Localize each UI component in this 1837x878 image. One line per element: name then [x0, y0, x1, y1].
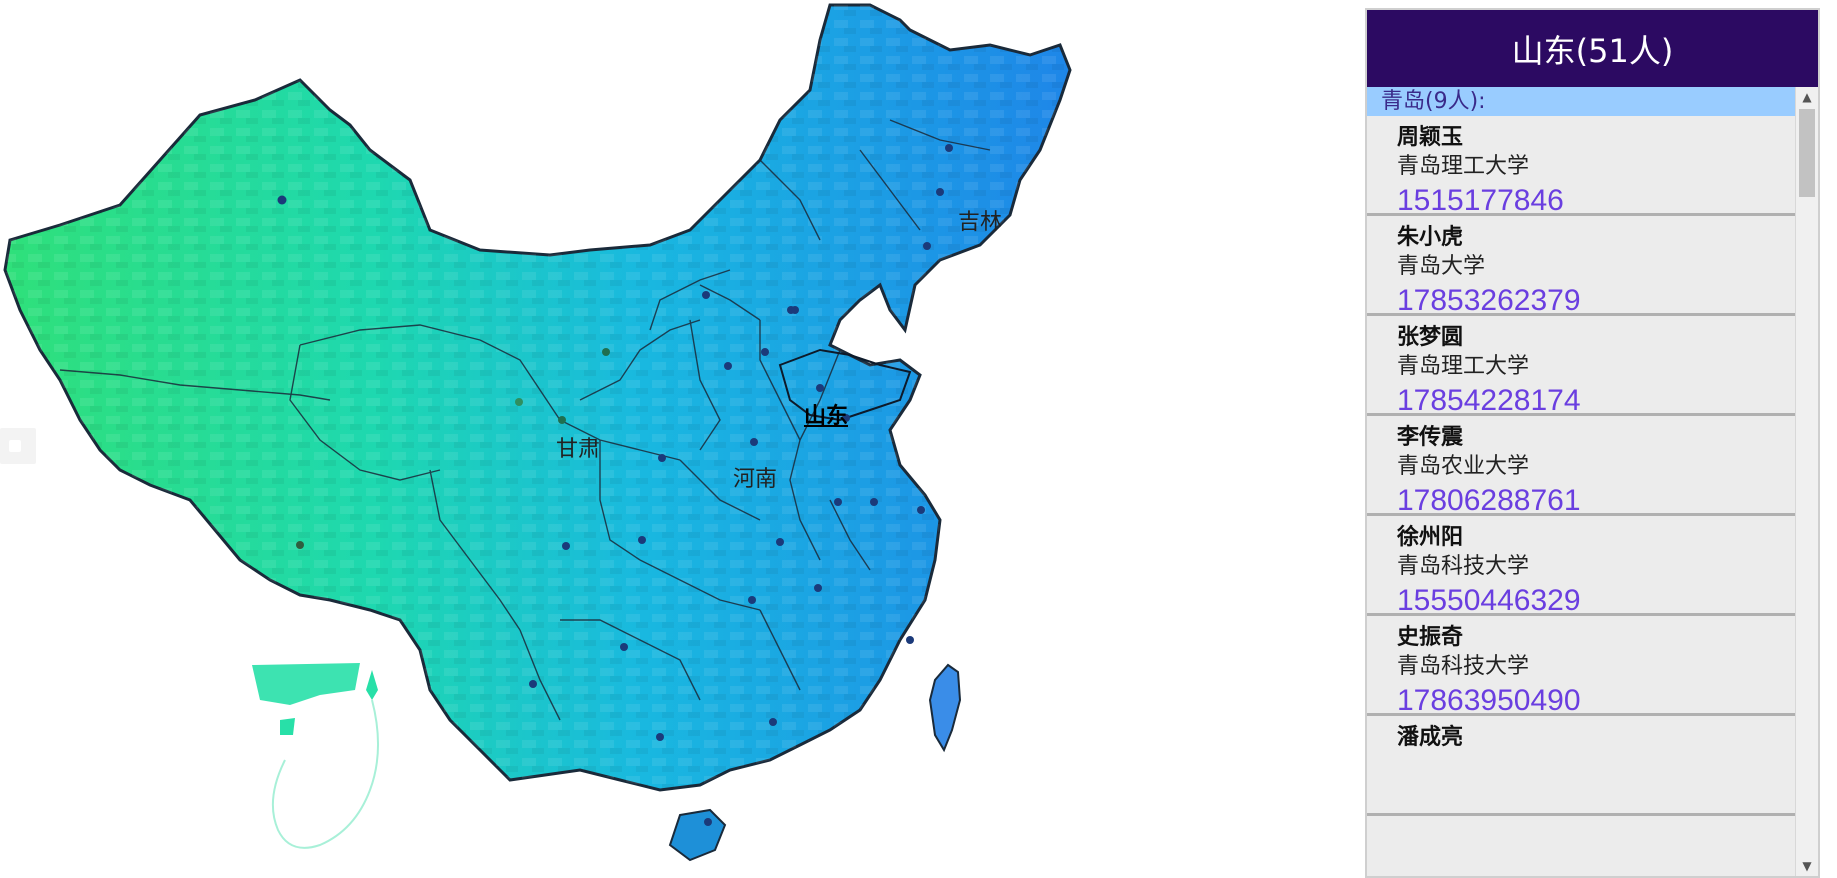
person-school: 青岛科技大学: [1397, 554, 1530, 579]
person-phone[interactable]: 17854228174: [1397, 384, 1581, 417]
city-dot[interactable]: [602, 348, 610, 356]
city-dot[interactable]: [658, 454, 666, 462]
person-phone[interactable]: 1515177846: [1397, 184, 1564, 217]
city-dot[interactable]: [656, 733, 664, 741]
city-dot[interactable]: [620, 643, 628, 651]
city-dots: [277, 144, 953, 741]
city-dot[interactable]: [761, 348, 769, 356]
list-item[interactable]: 朱小虎 青岛大学 17853262379: [1367, 216, 1796, 317]
city-dot[interactable]: [776, 538, 784, 546]
city-dot[interactable]: [277, 195, 287, 205]
city-dot[interactable]: [562, 542, 570, 550]
province-label-jilin[interactable]: 吉林: [957, 210, 1003, 235]
city-dot[interactable]: [748, 596, 756, 604]
city-dot[interactable]: [515, 398, 523, 406]
panel-title: 山东(51人): [1367, 10, 1818, 87]
person-phone[interactable]: 17863950490: [1397, 684, 1581, 717]
province-label-gansu[interactable]: 甘肃: [555, 437, 601, 462]
city-dot[interactable]: [558, 416, 566, 424]
person-school: 青岛科技大学: [1397, 654, 1530, 679]
city-dot[interactable]: [834, 498, 842, 506]
city-dot[interactable]: [750, 438, 758, 446]
city-dot[interactable]: [724, 362, 732, 370]
side-toggle-button[interactable]: [0, 428, 36, 464]
hainan-island[interactable]: [668, 808, 727, 862]
list-item[interactable]: 史振奇 青岛科技大学 17863950490: [1367, 616, 1796, 717]
mainland: [3, 3, 1072, 792]
list-item[interactable]: 李传震 青岛农业大学 17806288761: [1367, 416, 1796, 517]
scroll-thumb[interactable]: [1799, 109, 1815, 197]
city-dot[interactable]: [917, 506, 925, 514]
person-name: 史振奇: [1397, 625, 1464, 650]
person-phone[interactable]: 17806288761: [1397, 484, 1581, 517]
city-dot[interactable]: [842, 414, 850, 422]
list-item[interactable]: 张梦圆 青岛理工大学 17854228174: [1367, 316, 1796, 417]
person-phone[interactable]: 17853262379: [1397, 284, 1581, 317]
list-item[interactable]: 潘成亮: [1367, 716, 1796, 816]
scrollbar[interactable]: ▲ ▼: [1795, 87, 1818, 876]
city-dot[interactable]: [791, 306, 799, 314]
person-school: 青岛农业大学: [1397, 454, 1530, 479]
city-dot[interactable]: [296, 541, 304, 549]
city-dot[interactable]: [638, 536, 646, 544]
province-label-shandong[interactable]: 山东: [803, 404, 849, 429]
city-dot[interactable]: [702, 291, 710, 299]
person-school: 青岛理工大学: [1397, 354, 1530, 379]
list-item[interactable]: 徐州阳 青岛科技大学 15550446329: [1367, 516, 1796, 617]
person-name: 徐州阳: [1397, 525, 1464, 550]
person-name: 朱小虎: [1397, 225, 1464, 250]
city-dot[interactable]: [923, 242, 931, 250]
south-china-sea-inset: [252, 663, 379, 849]
city-dot[interactable]: [816, 384, 824, 392]
person-name: 张梦圆: [1397, 325, 1464, 350]
city-dot[interactable]: [906, 636, 914, 644]
city-header: 青岛(9人):: [1367, 87, 1796, 116]
scroll-up-arrow-icon[interactable]: ▲: [1802, 90, 1812, 104]
shandong-outline[interactable]: [778, 348, 912, 422]
taiwan-island[interactable]: [928, 663, 962, 753]
city-dot[interactable]: [870, 498, 878, 506]
person-name: 潘成亮: [1397, 725, 1464, 750]
person-school: 青岛大学: [1397, 254, 1486, 279]
list-item[interactable]: 周颖玉 青岛理工大学 1515177846: [1367, 116, 1796, 217]
city-dot[interactable]: [945, 144, 953, 152]
person-name: 李传震: [1397, 425, 1464, 450]
person-phone[interactable]: 15550446329: [1397, 584, 1581, 617]
city-dot[interactable]: [529, 680, 537, 688]
people-list[interactable]: 青岛(9人): 周颖玉 青岛理工大学 1515177846 朱小虎 青岛大学 1…: [1367, 87, 1796, 876]
city-dot[interactable]: [769, 718, 777, 726]
china-map[interactable]: 吉林 山东 甘肃 河南: [0, 0, 1140, 871]
china-map-svg[interactable]: [0, 0, 1140, 871]
person-name: 周颖玉: [1397, 125, 1464, 150]
scroll-down-arrow-icon[interactable]: ▼: [1802, 859, 1812, 873]
city-dot[interactable]: [814, 584, 822, 592]
province-label-henan[interactable]: 河南: [732, 467, 778, 492]
city-dot[interactable]: [936, 188, 944, 196]
province-detail-panel: 山东(51人) 青岛(9人): 周颖玉 青岛理工大学 1515177846 朱小…: [1365, 8, 1820, 878]
person-school: 青岛理工大学: [1397, 154, 1530, 179]
city-dot[interactable]: [704, 818, 712, 826]
